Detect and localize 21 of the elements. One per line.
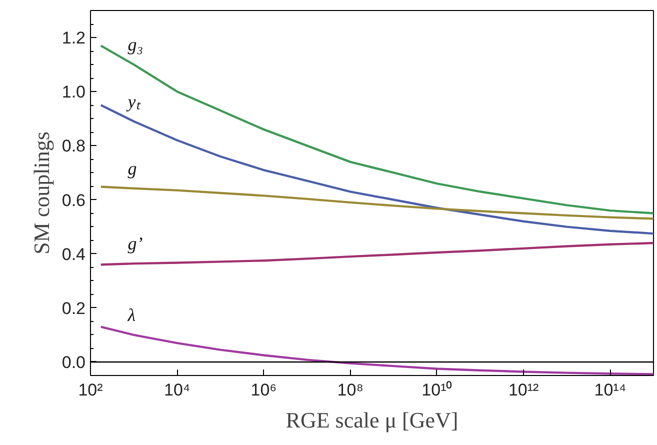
x-tick-label: 10¹⁴ [594,380,626,400]
y-tick-label: 0.6 [62,190,86,210]
series-label: g’ [128,234,143,254]
series-label: yₜ [126,91,141,112]
y-axis-title: SM couplings [28,132,54,254]
y-tick-label: 1.0 [62,82,86,102]
x-tick-label: 10¹⁰ [422,380,452,400]
y-tick-label: 0.8 [62,136,86,156]
y-tick-label: 0.2 [62,298,86,318]
series-label: g₃ [128,34,144,55]
series-label: λ [126,304,136,325]
series-label: g [128,158,137,178]
y-tick-label: 0.0 [62,352,86,372]
x-tick-label: 10¹² [508,380,540,400]
y-tick-label: 0.4 [62,244,86,264]
x-axis-title: RGE scale μ [GeV] [286,408,458,432]
x-tick-label: 10⁴ [164,380,190,400]
x-tick-label: 10² [78,380,104,400]
x-tick-label: 10⁸ [337,380,364,400]
y-tick-label: 1.2 [62,28,86,48]
x-tick-label: 10⁶ [250,380,277,400]
